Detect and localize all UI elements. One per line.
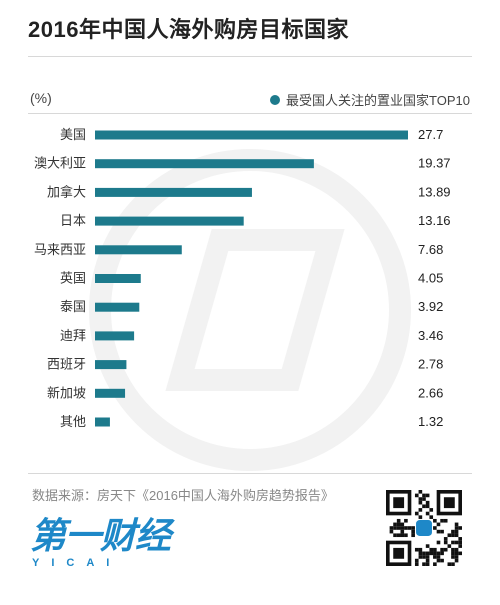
category-label: 新加坡: [47, 385, 86, 400]
bar: [95, 302, 140, 312]
bar: [95, 331, 135, 341]
category-label: 其他: [60, 414, 86, 429]
category-label: 马来西亚: [34, 242, 86, 257]
value-label: 19.37: [418, 156, 451, 171]
bar: [95, 159, 314, 169]
qr-code: [386, 490, 462, 566]
category-label: 泰国: [60, 299, 86, 314]
category-label: 澳大利亚: [34, 156, 86, 171]
category-label: 加拿大: [47, 184, 86, 199]
legend-swatch: [270, 94, 281, 105]
category-label: 日本: [60, 213, 86, 228]
logo-sub-text: YICAI: [32, 557, 122, 569]
bar: [95, 245, 182, 255]
bar: [95, 216, 244, 226]
bar: [95, 274, 141, 283]
value-label: 13.89: [418, 184, 451, 199]
bar: [95, 130, 408, 140]
category-label: 迪拜: [60, 328, 86, 343]
value-label: 3.46: [418, 328, 443, 343]
chart-title: 2016年中国人海外购房目标国家: [28, 17, 349, 42]
bar: [95, 360, 127, 370]
value-label: 2.66: [418, 385, 443, 400]
logo-main-text: 第一财经: [30, 515, 171, 556]
value-label: 2.78: [418, 357, 443, 372]
category-label: 英国: [60, 271, 86, 286]
value-label: 3.92: [418, 299, 443, 314]
footer-divider: [28, 473, 472, 474]
source-note: 数据来源：房天下《2016中国人海外购房趋势报告》: [32, 488, 334, 503]
category-label: 西班牙: [47, 357, 86, 372]
bar: [95, 388, 126, 398]
value-label: 13.16: [418, 213, 451, 228]
header-divider: [28, 113, 472, 114]
yicai-logo: 第一财经 YICAI: [30, 516, 190, 580]
legend: 最受国人关注的置业国家TOP10: [270, 90, 470, 109]
bar: [95, 417, 110, 427]
legend-label: 最受国人关注的置业国家TOP10: [286, 93, 470, 108]
bar: [95, 187, 252, 197]
value-label: 27.7: [418, 127, 443, 142]
value-label: 7.68: [418, 242, 443, 257]
title-divider: [28, 56, 472, 57]
value-label: 1.32: [418, 414, 443, 429]
category-label: 美国: [60, 127, 86, 142]
unit-label: (%): [30, 90, 52, 106]
value-label: 4.05: [418, 271, 443, 286]
